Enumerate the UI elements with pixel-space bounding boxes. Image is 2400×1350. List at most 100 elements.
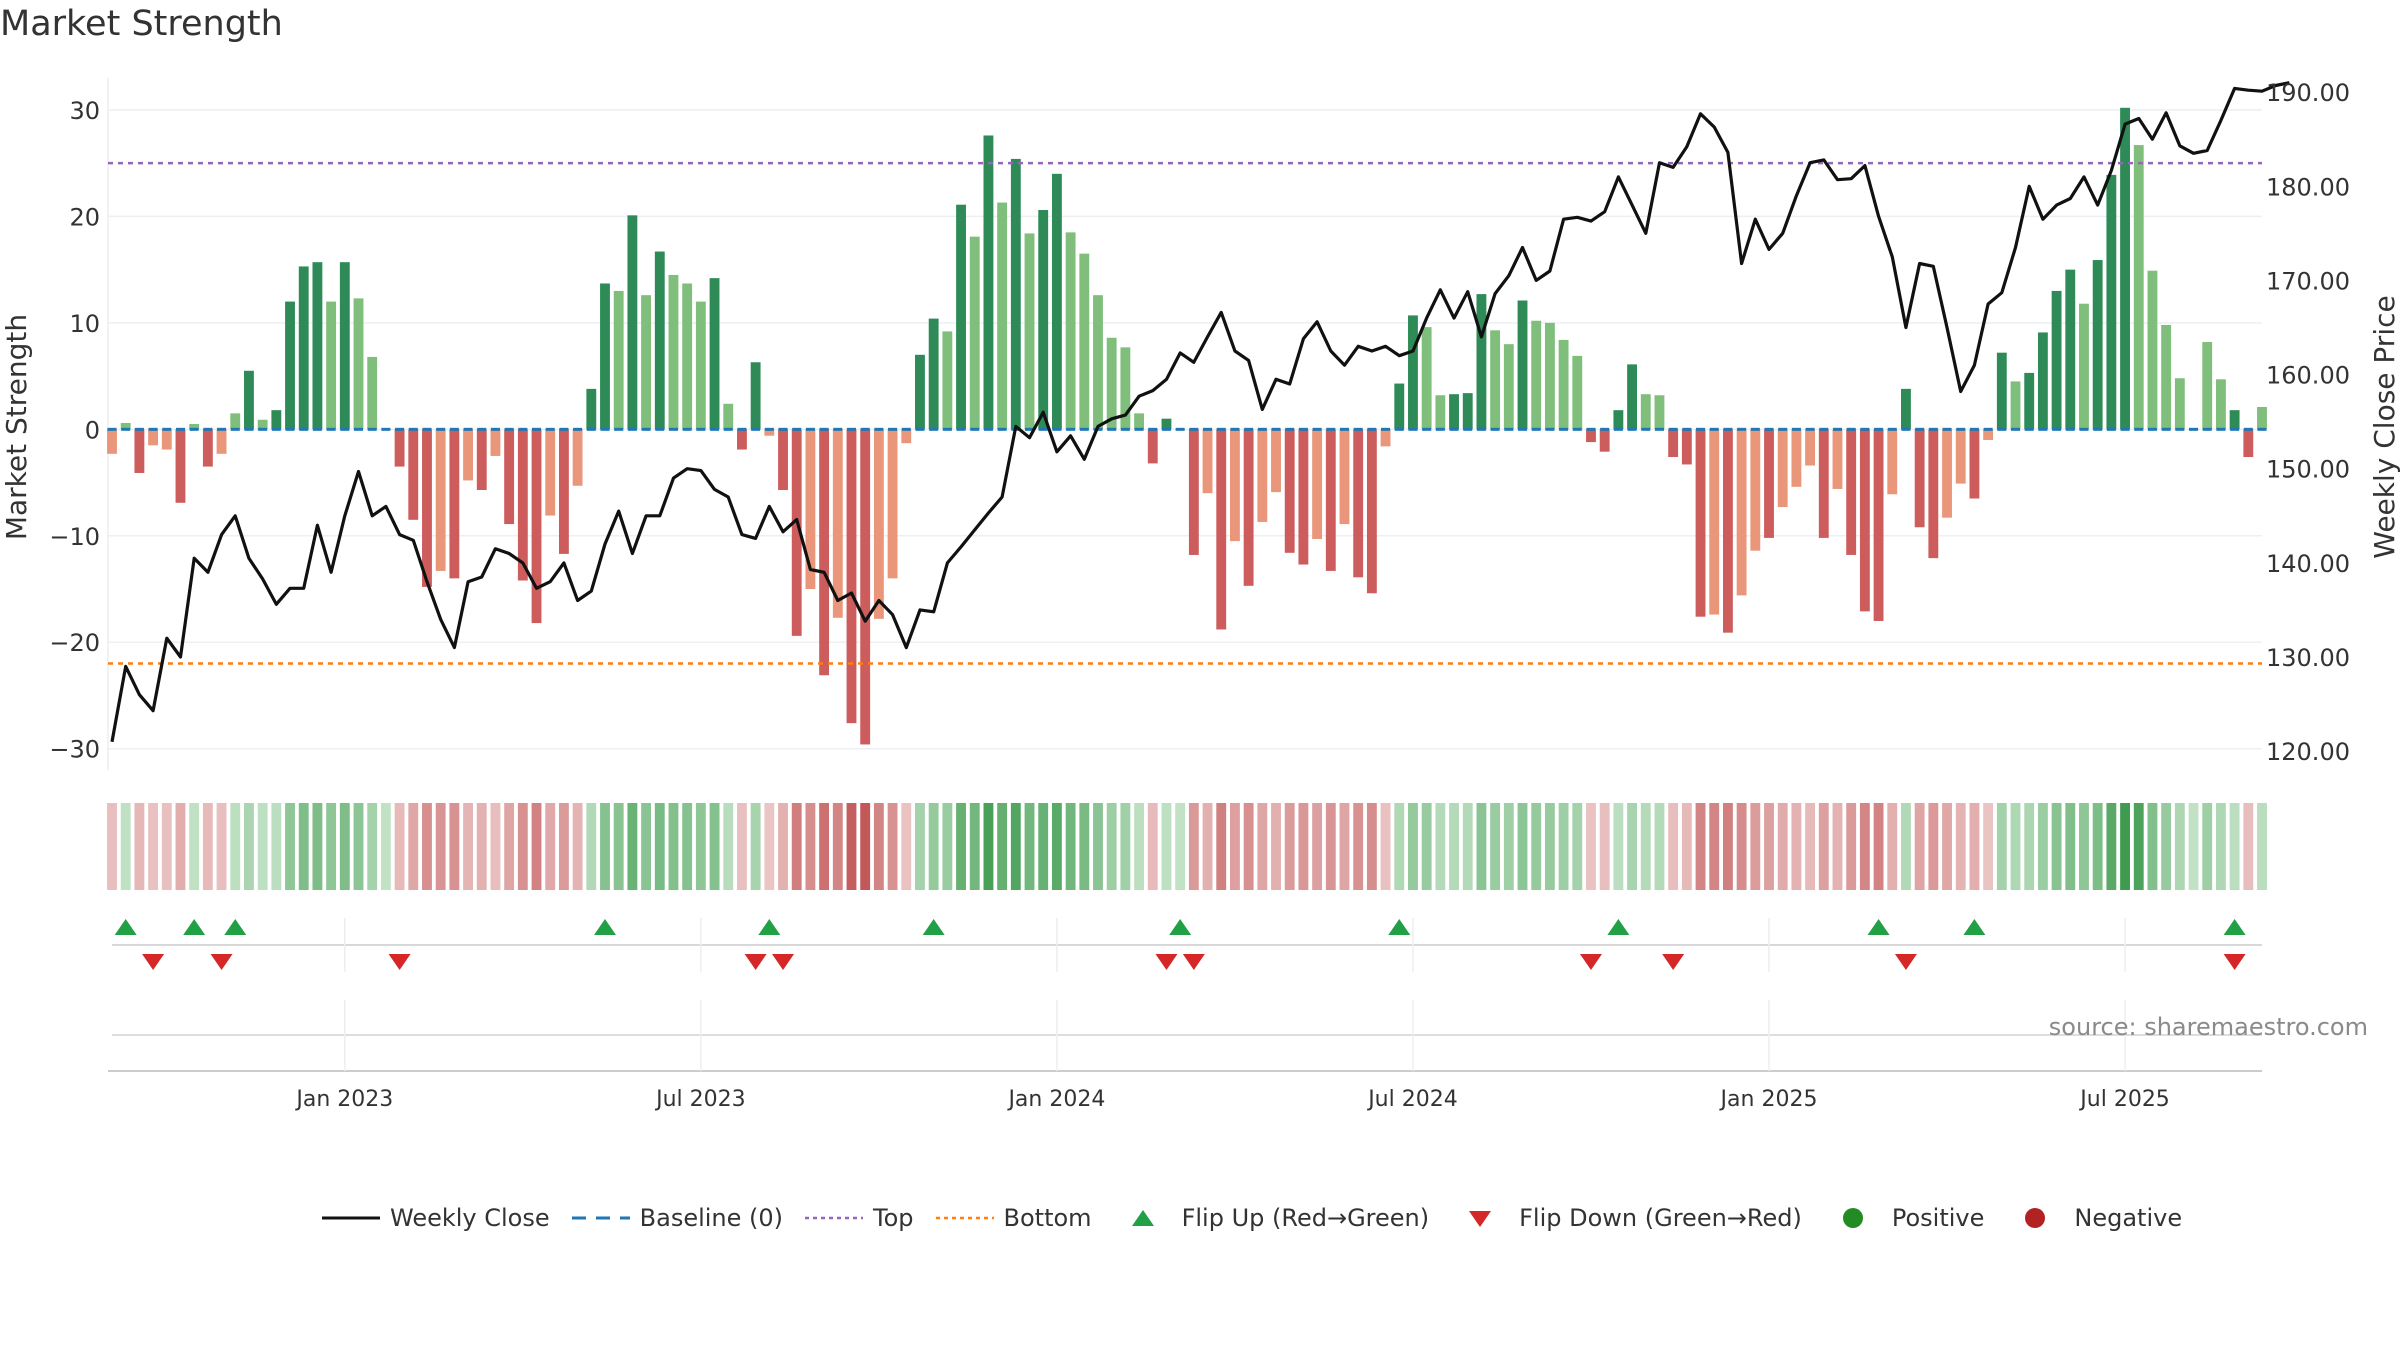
- heat-cell: [1339, 803, 1350, 890]
- strength-bar: [1695, 429, 1706, 617]
- strength-bar: [161, 429, 172, 450]
- heat-cell: [257, 803, 268, 890]
- source-credit: source: sharemaestro.com: [2049, 1013, 2368, 1041]
- strength-bar: [969, 236, 980, 430]
- strength-bar: [654, 251, 665, 430]
- heat-cell: [1435, 803, 1446, 890]
- strength-bar: [435, 429, 446, 571]
- strength-bar: [1969, 429, 1980, 499]
- legend-swatch-baseline: [571, 1216, 630, 1220]
- heat-cell: [791, 803, 802, 890]
- legend-swatch-flip-up: [1131, 1210, 1154, 1226]
- heat-cell: [408, 803, 419, 890]
- strength-bar: [600, 283, 610, 430]
- heat-cell: [1777, 803, 1788, 890]
- strength-bar: [805, 429, 816, 590]
- strength-bar: [1777, 429, 1788, 508]
- strength-bar: [120, 422, 131, 430]
- close-line-layer: [110, 81, 2290, 743]
- heat-cell: [1791, 803, 1802, 890]
- heat-cell: [1079, 803, 1090, 890]
- strength-bar: [1681, 429, 1692, 465]
- strength-bar: [476, 429, 487, 491]
- heat-cell: [1051, 803, 1062, 890]
- heat-cell: [641, 803, 652, 890]
- heat-cell: [969, 803, 980, 890]
- heat-cell: [449, 803, 460, 890]
- strength-bar: [778, 429, 788, 491]
- strength-bar: [244, 370, 254, 430]
- heat-cell: [1668, 803, 1679, 890]
- heat-cell: [202, 803, 213, 890]
- left-axis: 30 20 10 0 −10 −20 −30: [49, 97, 100, 764]
- heat-cell: [2161, 803, 2172, 890]
- strength-bar: [2051, 290, 2062, 430]
- strength-bar: [1435, 395, 1446, 430]
- right-axis: 190.00 180.00 170.00 160.00 150.00 140.00 130.…: [2266, 79, 2350, 766]
- heat-cell: [1969, 803, 1980, 890]
- heat-cell: [2243, 803, 2254, 890]
- heat-cell: [1928, 803, 1939, 890]
- strength-bar: [449, 429, 460, 579]
- x-tick-label: Jul 2025: [2078, 1087, 2170, 1112]
- heat-cell: [312, 803, 323, 890]
- legend-label: Bottom: [1003, 1204, 1092, 1232]
- heat-cell: [682, 803, 693, 890]
- heat-cell: [1380, 803, 1391, 890]
- strength-bar: [1271, 429, 1281, 493]
- strength-bar: [490, 429, 501, 456]
- strength-bar: [531, 429, 542, 624]
- heat-cell: [1654, 803, 1665, 890]
- y2-tick-label: 130.00: [2266, 644, 2350, 672]
- strength-bar: [216, 429, 227, 454]
- flip-up-marker: [1607, 919, 1630, 935]
- strength-bar: [1572, 355, 1583, 430]
- heat-cell: [148, 803, 159, 890]
- heat-cell: [627, 803, 638, 890]
- heat-cell: [1366, 803, 1377, 890]
- strength-bar: [463, 429, 473, 481]
- heat-cell: [476, 803, 487, 890]
- heat-cell: [832, 803, 843, 890]
- strength-bar: [613, 290, 624, 430]
- strength-bar: [1257, 429, 1268, 522]
- heat-cell: [2010, 803, 2021, 890]
- strength-bar: [1722, 429, 1733, 633]
- strength-bar: [901, 429, 912, 444]
- strength-bar: [1339, 429, 1350, 525]
- heat-cell: [1873, 803, 1884, 890]
- heat-cell: [175, 803, 186, 890]
- legend-label: Weekly Close: [390, 1204, 550, 1232]
- heat-cell: [997, 803, 1008, 890]
- weekly-close-line: [110, 81, 2290, 743]
- heat-cell: [1517, 803, 1528, 890]
- strength-bar: [1928, 429, 1939, 559]
- y2-tick-label: 180.00: [2266, 173, 2350, 201]
- strength-bar: [2215, 379, 2226, 430]
- heat-cell: [189, 803, 200, 890]
- heat-cell: [915, 803, 925, 890]
- heat-cell: [1353, 803, 1364, 890]
- heat-cell: [1216, 803, 1227, 890]
- strength-bar: [791, 429, 802, 636]
- y-tick-label: −30: [49, 736, 100, 764]
- heat-cell: [2174, 803, 2185, 890]
- strength-bar: [257, 419, 268, 430]
- strength-bar: [1613, 410, 1624, 430]
- heat-cell: [600, 803, 610, 890]
- x-tick-label: Jul 2023: [654, 1087, 746, 1112]
- heat-cell: [1202, 803, 1213, 890]
- strength-bar: [2243, 429, 2254, 458]
- heat-cell: [750, 803, 761, 890]
- heat-cell: [572, 803, 583, 890]
- flip-markers: [112, 919, 2262, 970]
- strength-bar: [1736, 429, 1747, 596]
- y-tick-label: 20: [69, 203, 100, 231]
- heat-cell: [873, 803, 884, 890]
- heat-cell: [764, 803, 775, 890]
- flip-up-marker: [183, 919, 206, 935]
- y2-tick-label: 170.00: [2266, 267, 2350, 295]
- flip-down-marker: [388, 954, 411, 970]
- heat-cell: [1846, 803, 1857, 890]
- heat-cell: [2092, 803, 2103, 890]
